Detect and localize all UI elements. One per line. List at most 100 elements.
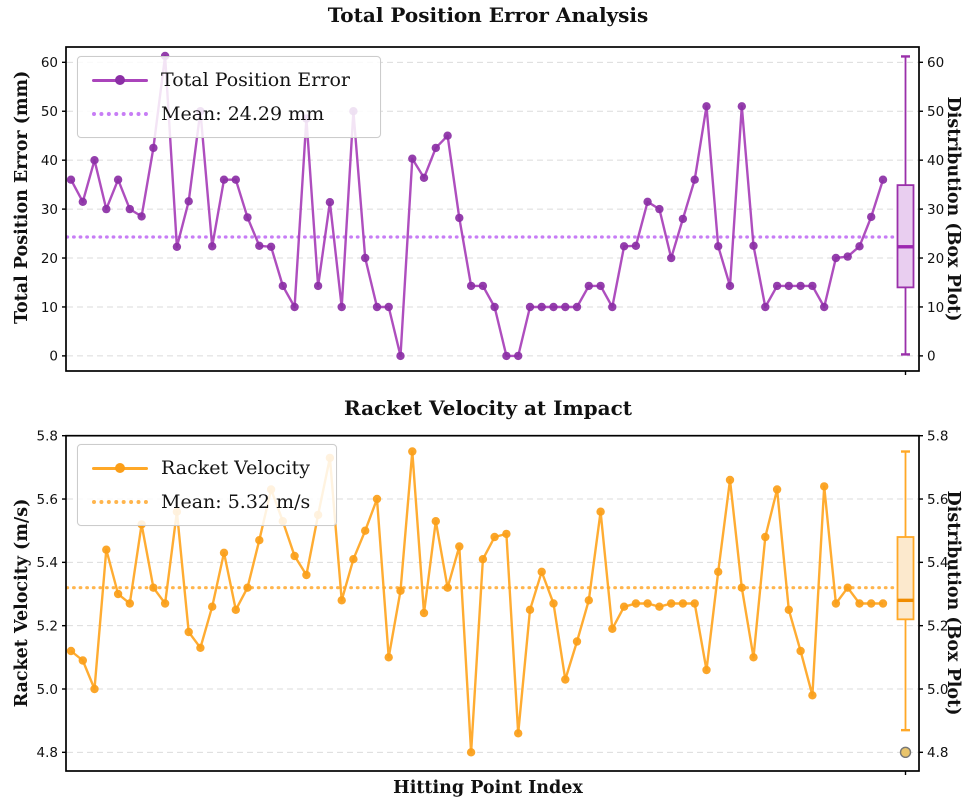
data-point <box>831 253 841 263</box>
data-point <box>149 143 158 153</box>
data-point <box>631 599 641 608</box>
data-point <box>243 213 252 222</box>
y-tick-label: 0 <box>49 349 58 365</box>
data-point <box>325 198 335 207</box>
bottom-right-axis-label: Distribution (Box Plot) <box>943 490 963 716</box>
top-y-axis-label: Total Position Error (mm) <box>12 70 32 324</box>
data-point <box>396 586 405 595</box>
y-tick-label: 5.0 <box>37 682 58 698</box>
data-point <box>160 599 170 608</box>
legend-series-label: Total Position Error <box>161 69 350 91</box>
boxplot-box <box>896 536 915 621</box>
data-point <box>772 281 782 291</box>
data-point <box>714 242 723 251</box>
data-point <box>796 281 805 291</box>
legend-series-label: Racket Velocity <box>161 457 310 479</box>
y-tick-label: 20 <box>41 251 58 267</box>
data-point <box>655 602 664 611</box>
data-point <box>608 302 617 312</box>
data-point <box>878 599 888 608</box>
data-point <box>337 302 346 312</box>
data-point <box>231 605 240 614</box>
data-point <box>549 302 558 312</box>
data-point <box>255 536 264 545</box>
data-point <box>184 197 193 206</box>
y-tick-label-right: 5.4 <box>927 555 948 571</box>
data-point <box>678 599 688 608</box>
data-point <box>702 102 711 111</box>
data-point <box>361 253 370 263</box>
legend-item-series: Racket Velocity <box>78 451 336 485</box>
data-point <box>714 567 723 576</box>
data-point <box>737 583 746 592</box>
top-chart-title: Total Position Error Analysis <box>327 3 649 27</box>
y-tick-label-right: 30 <box>927 202 944 218</box>
data-point <box>113 589 123 599</box>
data-point <box>655 204 664 214</box>
data-point <box>619 242 629 251</box>
data-point <box>90 156 99 165</box>
data-point <box>243 583 252 592</box>
data-point <box>514 729 523 738</box>
legend-mean-label: Mean: 5.32 m/s <box>161 491 311 513</box>
data-point <box>219 548 229 557</box>
data-point <box>855 242 864 251</box>
data-point <box>396 351 405 361</box>
data-point <box>196 643 205 652</box>
y-tick-label: 50 <box>41 104 58 120</box>
data-point <box>843 583 852 592</box>
data-point <box>466 281 476 291</box>
data-point <box>502 351 511 361</box>
data-point <box>431 143 440 153</box>
data-point <box>831 599 841 608</box>
data-point <box>113 175 123 184</box>
data-point <box>749 241 758 250</box>
data-point <box>690 175 699 184</box>
data-point <box>572 637 582 646</box>
data-point <box>584 596 593 605</box>
data-point <box>431 517 440 526</box>
data-point <box>384 653 393 662</box>
data-point <box>219 175 229 184</box>
y-tick-label: 5.6 <box>37 492 58 508</box>
data-point <box>66 175 76 184</box>
data-point <box>525 605 535 614</box>
y-tick-label-right: 5.0 <box>927 682 948 698</box>
data-point <box>102 204 111 214</box>
data-point <box>349 555 358 564</box>
y-tick-label-right: 40 <box>927 153 944 169</box>
y-tick-label: 4.8 <box>37 745 58 761</box>
data-line <box>70 450 883 754</box>
data-point <box>490 532 499 542</box>
data-point <box>408 447 417 456</box>
y-tick-label-right: 4.8 <box>927 745 948 761</box>
data-point <box>278 281 287 291</box>
y-tick-label: 30 <box>41 202 58 218</box>
data-point <box>761 532 770 542</box>
data-point <box>737 102 746 111</box>
data-point <box>514 351 523 361</box>
data-point <box>725 281 735 291</box>
data-point <box>231 175 240 184</box>
bottom-chart-title: Racket Velocity at Impact <box>344 396 632 420</box>
data-point <box>702 665 711 675</box>
legend-item-mean: Mean: 5.32 m/s <box>78 485 336 519</box>
data-line <box>69 54 885 358</box>
legend-mean-label: Mean: 24.29 mm <box>161 103 325 125</box>
data-point <box>184 627 193 637</box>
data-point <box>808 691 817 700</box>
top-legend: Total Position Error Mean: 24.29 mm <box>77 56 381 138</box>
data-point <box>455 542 464 551</box>
dotted-line-sample-icon <box>92 500 148 504</box>
data-point <box>208 242 217 251</box>
y-tick-label-right: 5.6 <box>927 492 948 508</box>
data-point <box>466 748 476 757</box>
data-point <box>419 608 429 618</box>
data-point <box>784 281 793 291</box>
data-point <box>290 302 299 312</box>
data-point <box>455 213 464 223</box>
data-point <box>537 302 546 312</box>
line-marker-sample-icon <box>92 463 148 473</box>
data-point <box>843 252 852 261</box>
